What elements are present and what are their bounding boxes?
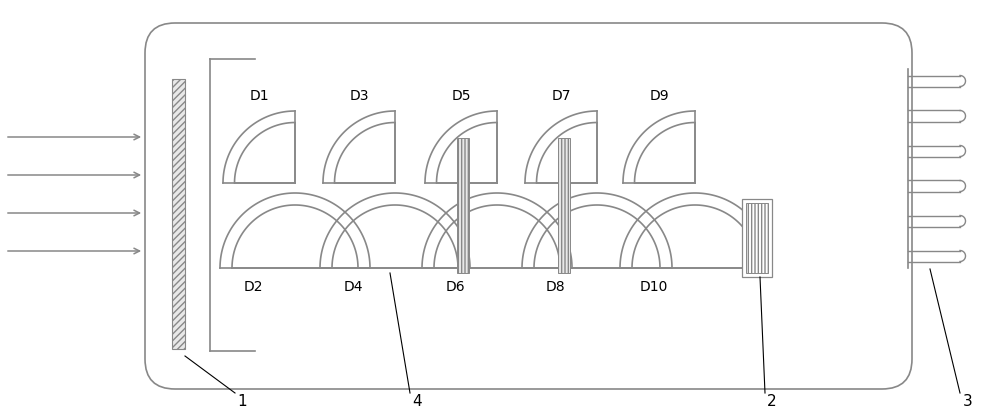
- Text: D4: D4: [344, 280, 364, 294]
- Text: D2: D2: [244, 280, 264, 294]
- Text: D10: D10: [640, 280, 668, 294]
- Text: D5: D5: [451, 89, 471, 103]
- Text: D1: D1: [249, 89, 269, 103]
- Text: D6: D6: [446, 280, 466, 294]
- Text: 4: 4: [412, 393, 422, 409]
- Bar: [457, 138, 469, 273]
- Bar: [746, 203, 768, 273]
- Text: 3: 3: [963, 393, 973, 409]
- Text: D9: D9: [649, 89, 669, 103]
- Text: D3: D3: [349, 89, 369, 103]
- Bar: [742, 199, 772, 277]
- Bar: [558, 138, 570, 273]
- Text: D7: D7: [551, 89, 571, 103]
- Text: 2: 2: [767, 393, 777, 409]
- Bar: [172, 79, 185, 349]
- Text: 1: 1: [237, 393, 247, 409]
- FancyBboxPatch shape: [145, 23, 912, 389]
- Text: D8: D8: [546, 280, 566, 294]
